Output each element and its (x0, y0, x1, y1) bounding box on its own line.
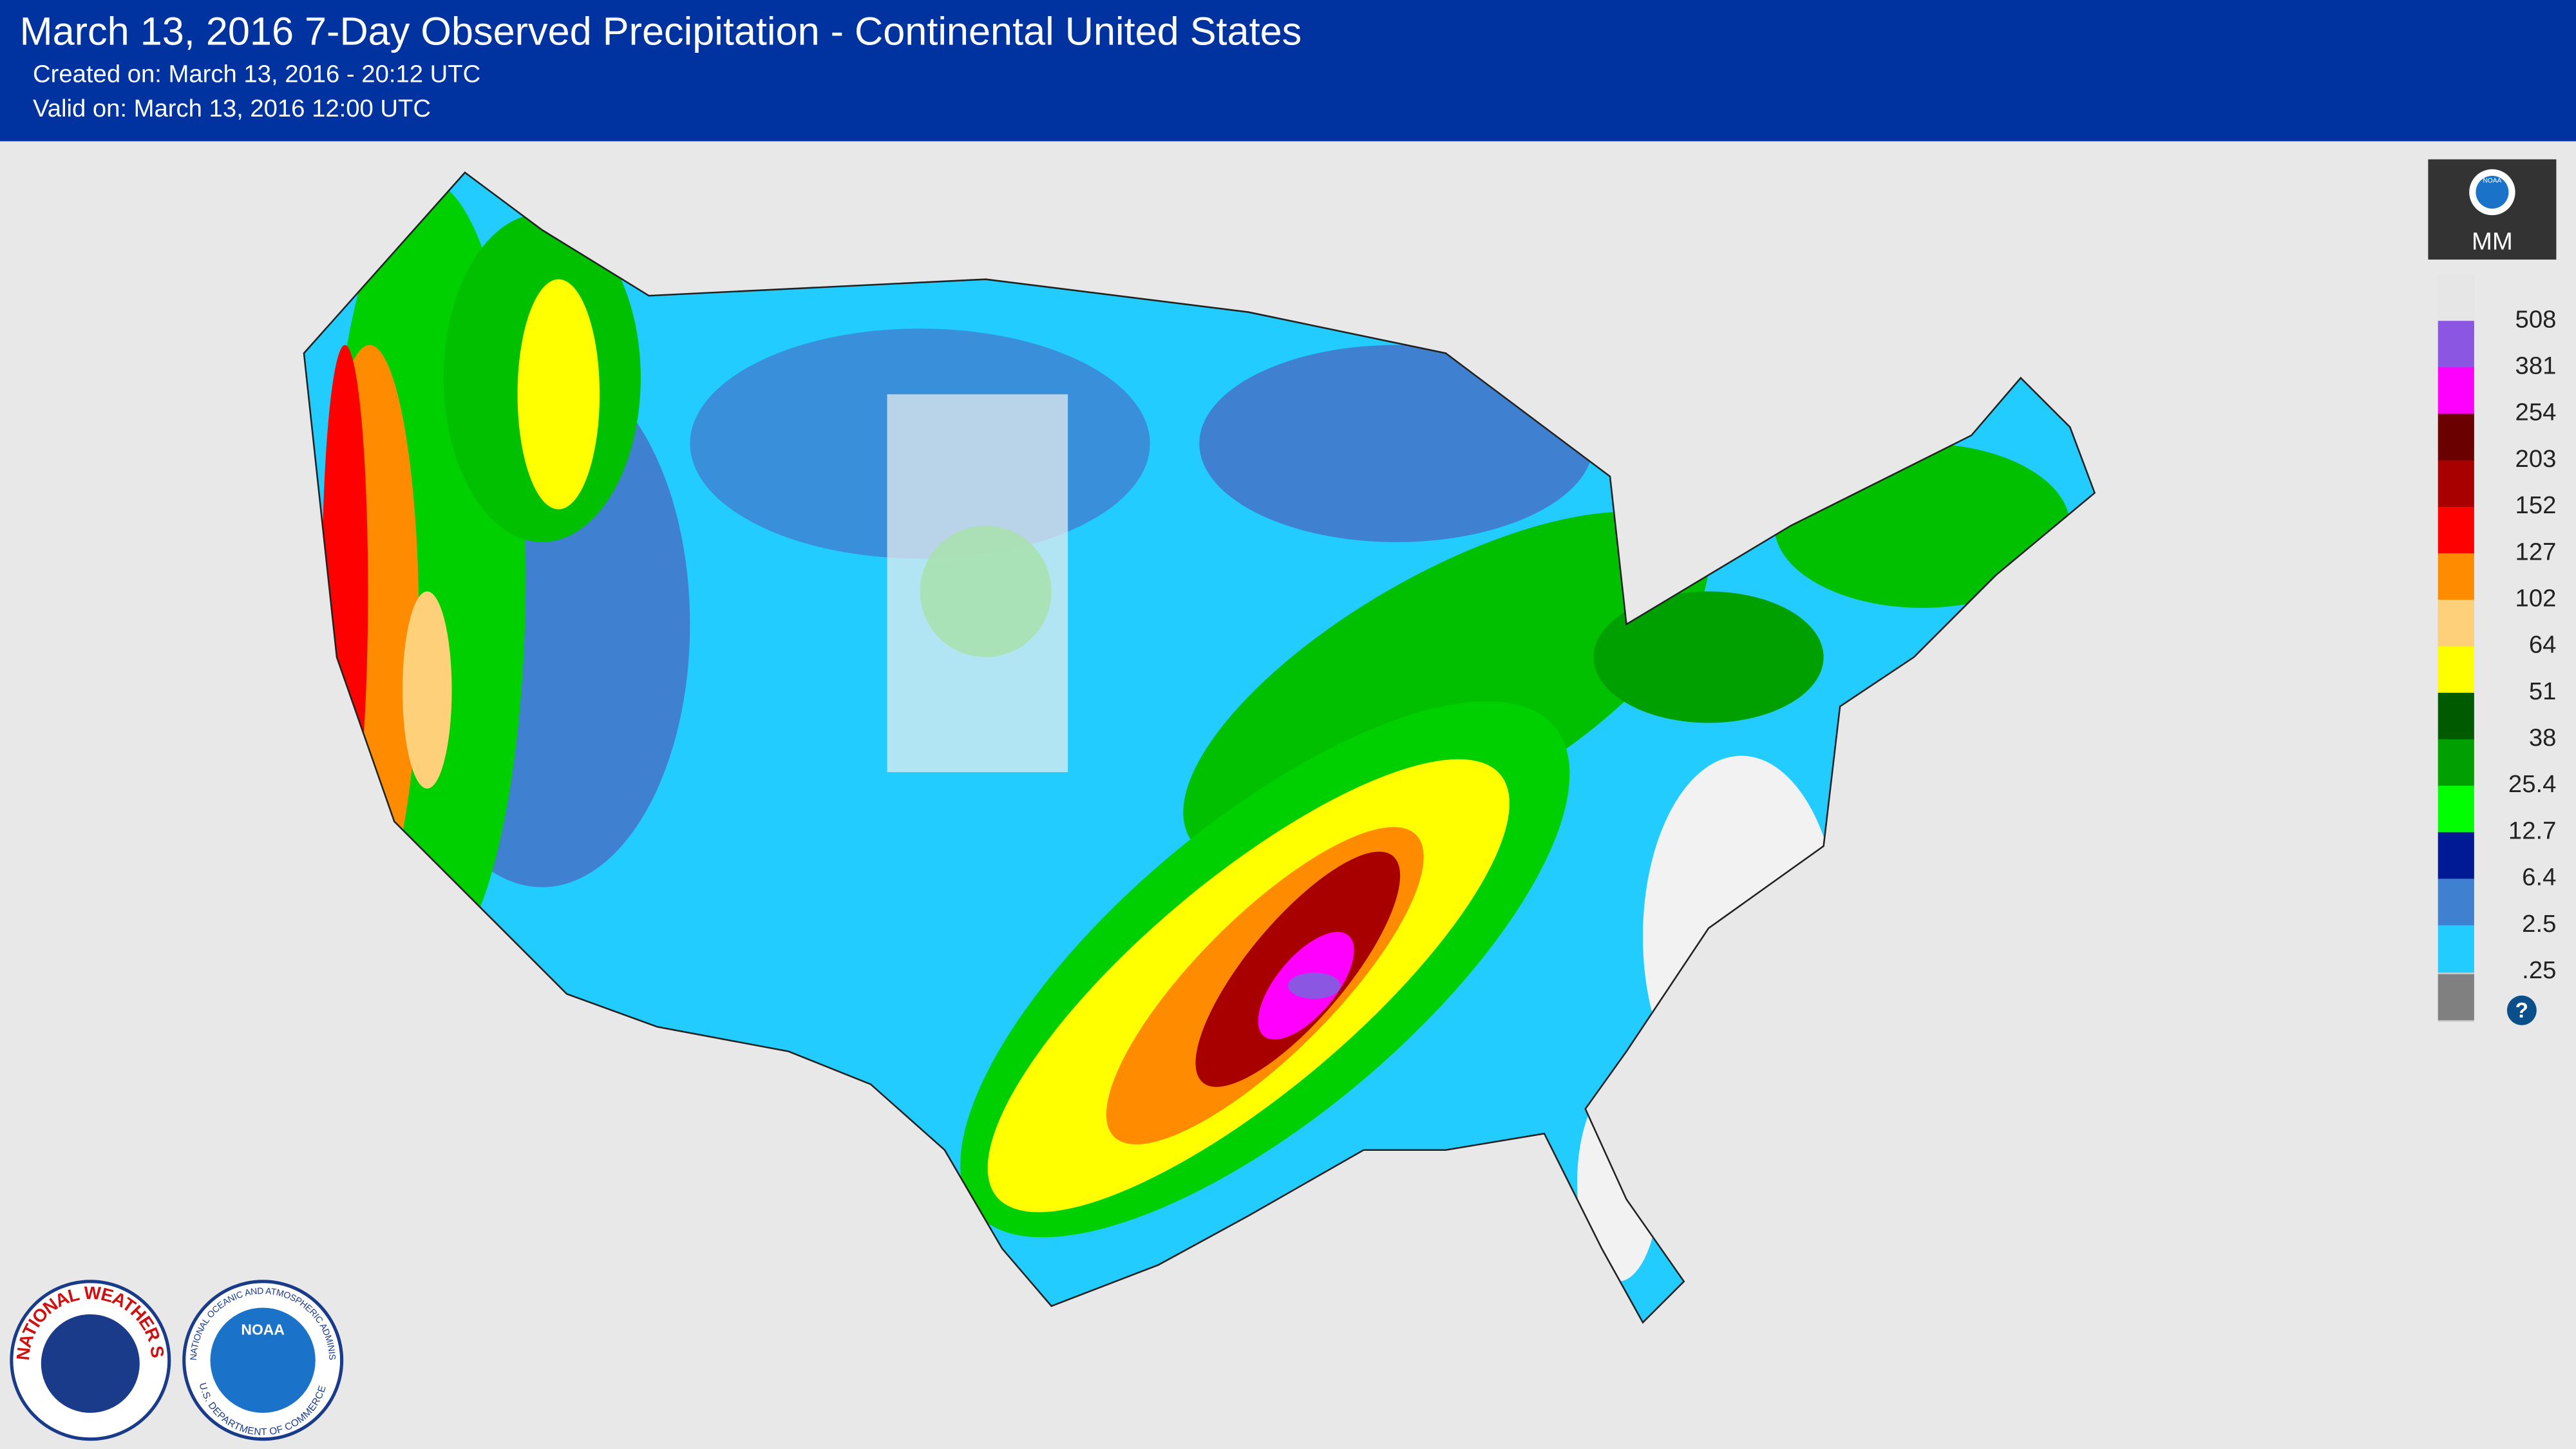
legend-label: 51 (2529, 677, 2557, 705)
legend-label: 6.4 (2522, 864, 2556, 891)
legend-swatch (2438, 600, 2474, 647)
valid: Valid on: March 13, 2016 12:00 UTC (33, 95, 431, 122)
legend-swatch (2438, 832, 2474, 880)
legend-swatch (2438, 925, 2474, 973)
noaa-text: NOAA (241, 1321, 285, 1338)
legend-label: .25 (2522, 956, 2556, 984)
help-text[interactable]: ? (2515, 999, 2528, 1023)
header-bar (0, 0, 2576, 142)
legend-badge-text: NOAA (2483, 177, 2501, 184)
legend-label: 102 (2515, 584, 2557, 612)
legend-label: 127 (2515, 538, 2557, 565)
legend-label: 381 (2515, 352, 2557, 380)
legend-label: 25.4 (2508, 770, 2556, 798)
legend-cap (2438, 974, 2474, 1021)
legend-label: 12.7 (2508, 817, 2556, 844)
legend-label: 254 (2515, 399, 2557, 426)
legend-swatch (2438, 413, 2474, 462)
legend-swatch (2438, 739, 2474, 787)
legend-swatch (2438, 786, 2474, 833)
noaa-badge-inner (2476, 175, 2509, 209)
legend-swatch (2438, 460, 2474, 508)
legend-label: 508 (2515, 305, 2557, 333)
legend-swatch (2438, 506, 2474, 554)
legend-label: 203 (2515, 445, 2557, 473)
legend-swatch (2438, 692, 2474, 741)
legend-label: 152 (2515, 491, 2557, 519)
legend-swatch (2438, 878, 2474, 927)
help-icon[interactable] (2506, 995, 2537, 1025)
legend-unit: MM (2472, 228, 2513, 256)
legend-items: 508 381 254 203 152 127 102 64 51 38 25.4 12.7 6.4 2.… (2438, 274, 2557, 984)
legend-swatch (2438, 367, 2474, 415)
legend-swatch (2438, 274, 2474, 322)
legend-swatch (2438, 321, 2474, 368)
legend-label: 2.5 (2522, 910, 2556, 938)
legend-swatch (2438, 646, 2474, 694)
title: March 13, 2016 7-Day Observed Precipitat… (20, 10, 1302, 53)
legend-label: 64 (2529, 631, 2557, 659)
nws-logo-center (41, 1314, 140, 1413)
legend: NOAA MM 508 381 254 203 152 127 102 64 51 38 25.4 1… (2428, 159, 2557, 1025)
legend-swatch (2438, 553, 2474, 601)
created: Created on: March 13, 2016 - 20:12 UTC (33, 60, 480, 88)
legend-label: 38 (2529, 724, 2557, 752)
noaa-logo-center (210, 1307, 316, 1413)
